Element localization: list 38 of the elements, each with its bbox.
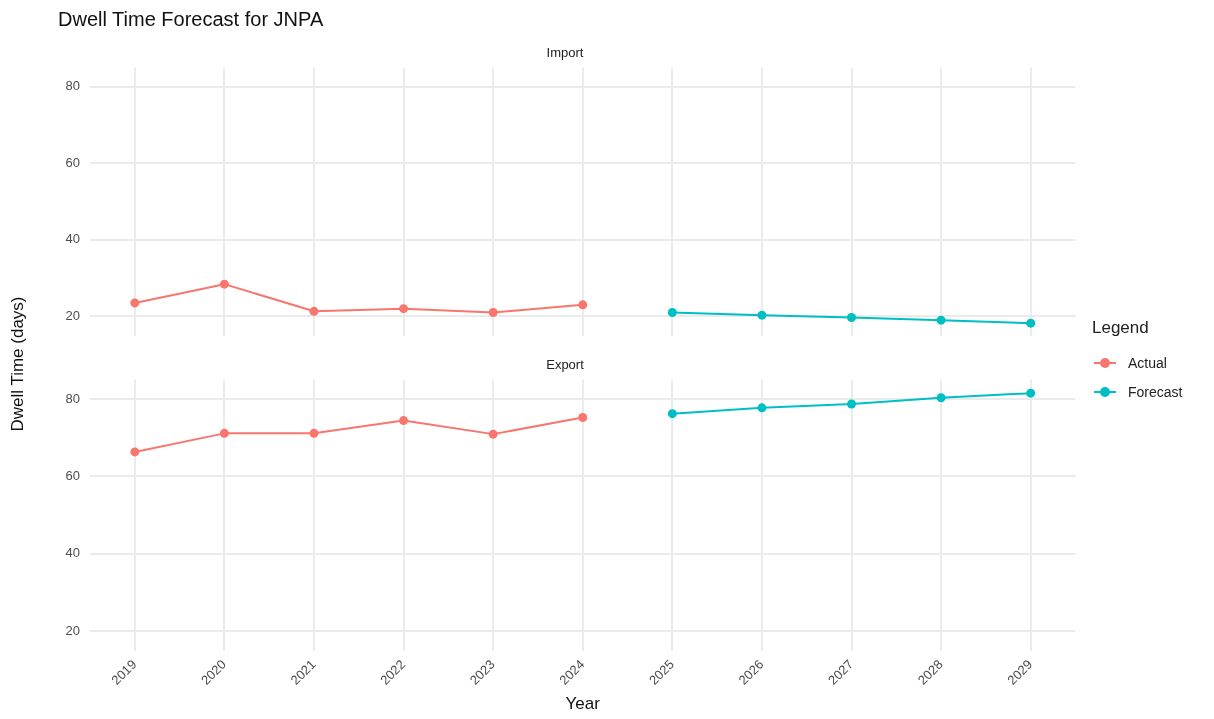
- point: [309, 428, 319, 438]
- y-tick-label: 80: [65, 78, 80, 94]
- point: [936, 315, 946, 325]
- point: [1026, 388, 1036, 398]
- chart-title: Dwell Time Forecast for JNPA: [58, 8, 324, 31]
- point: [219, 279, 229, 289]
- x-axis-title: Year: [565, 694, 601, 714]
- point: [130, 298, 140, 308]
- chart-subtitle: Export: [546, 357, 585, 373]
- y-tick-label: 40: [65, 545, 80, 561]
- point: [488, 307, 498, 317]
- point: [219, 428, 229, 438]
- point: [847, 399, 857, 409]
- y-tick-label: 60: [65, 467, 80, 483]
- point: [488, 429, 498, 439]
- point: [1026, 318, 1036, 328]
- legend-title: Legend: [1092, 318, 1150, 338]
- point: [578, 413, 588, 422]
- point: [399, 304, 409, 314]
- point: [667, 409, 677, 419]
- y-axis-title: Dwell Time (days): [8, 295, 28, 434]
- y-tick-label: 20: [65, 622, 80, 638]
- point: [667, 307, 677, 317]
- y-tick-label: 60: [65, 154, 80, 170]
- point: [578, 300, 588, 310]
- point: [936, 393, 946, 403]
- point: [309, 306, 319, 316]
- point: [757, 310, 767, 320]
- point: [847, 312, 857, 322]
- legend-label: Forecast: [1128, 383, 1183, 400]
- y-tick-label: 80: [65, 390, 80, 406]
- legend-label: Actual: [1128, 354, 1167, 371]
- chart-subtitle: Import: [546, 45, 584, 61]
- y-tick-label: 20: [65, 307, 80, 323]
- point: [757, 403, 767, 413]
- point: [399, 416, 409, 426]
- y-tick-label: 40: [65, 231, 80, 247]
- point: [130, 447, 140, 457]
